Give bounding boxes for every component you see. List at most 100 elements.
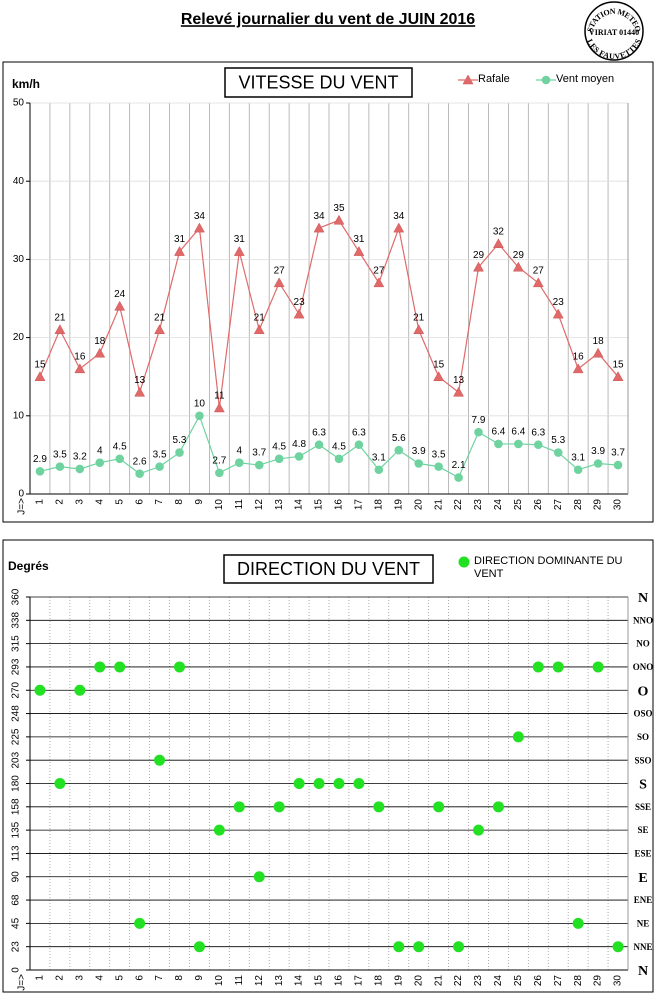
y-tick-label: 40 (13, 176, 25, 187)
marker-triangle (473, 261, 484, 272)
y-tick-label: 158 (11, 798, 22, 815)
x-tick-label: 15 (314, 499, 325, 511)
marker-dot (353, 778, 365, 789)
data-label: 21 (254, 312, 266, 323)
y-tick-label: 180 (11, 775, 22, 792)
marker-dot (95, 458, 105, 468)
marker-triangle (413, 324, 425, 335)
data-label: 34 (313, 211, 325, 222)
x-tick-label: 15 (314, 975, 325, 987)
y2-tick-label: O (638, 684, 649, 699)
x-tick-label: 14 (294, 499, 305, 511)
marker-triangle (114, 300, 126, 311)
marker-dot (492, 801, 504, 813)
x-tick-label: 4 (94, 499, 105, 505)
x-tick-label: 3 (74, 975, 85, 981)
marker-dot (394, 445, 404, 455)
data-label: 18 (94, 336, 106, 347)
data-label: 27 (373, 266, 385, 277)
x-tick-label: 13 (274, 975, 285, 987)
marker-dot (473, 824, 484, 836)
data-label: 3.1 (571, 452, 585, 463)
y-tick-label: 270 (11, 681, 22, 698)
data-label: 6.4 (491, 427, 505, 438)
y-tick-label: 248 (11, 705, 22, 722)
x-tick-label: 19 (393, 499, 404, 511)
legend-box: DIRECTION DOMINANTE DU VENT (474, 555, 623, 580)
x-tick-label: 16 (334, 975, 345, 987)
chart-title: VITESSE DU VENT (238, 72, 398, 92)
marker-dot (253, 871, 265, 883)
y2-tick-label: ONO (633, 662, 654, 672)
x-tick-label: 7 (154, 975, 165, 981)
x-tick-label: 3 (74, 499, 85, 505)
y2-tick-label: NNE (633, 942, 652, 952)
chart-frame (2, 539, 654, 993)
marker-triangle (532, 277, 544, 288)
x-tick-label: 18 (373, 975, 384, 987)
x-tick-label: 8 (174, 499, 185, 505)
marker-dot (572, 917, 584, 929)
x-tick-label: 21 (433, 975, 444, 987)
y-tick-label: 225 (11, 728, 22, 745)
marker-dot (115, 454, 124, 464)
marker-dot (474, 427, 483, 437)
marker-dot (293, 778, 305, 789)
data-label: 11 (214, 391, 225, 402)
legend-marker (458, 556, 470, 568)
x-tick-label: 29 (593, 975, 604, 987)
data-label: 15 (612, 359, 624, 370)
legend-box: Vent moyen (556, 73, 614, 85)
marker-dot (34, 684, 46, 696)
x-tick-label: 29 (593, 499, 604, 511)
x-tick-label: 25 (513, 975, 524, 987)
data-label: 24 (114, 289, 126, 300)
data-label: 6.4 (511, 427, 525, 438)
y2-tick-label: N (638, 964, 648, 979)
x-axis-label: J=> (17, 498, 28, 515)
data-label: 2.7 (212, 456, 226, 467)
y-tick-label: 68 (11, 894, 22, 906)
marker-dot (514, 439, 523, 449)
marker-dot (313, 778, 325, 789)
data-label: 23 (553, 297, 565, 308)
x-tick-label: 13 (274, 499, 285, 511)
marker-dot (294, 452, 304, 461)
data-label: 16 (74, 352, 86, 363)
x-tick-label: 23 (473, 499, 484, 511)
logo-bottom: LES FAUVETTES (585, 37, 643, 61)
x-tick-label: 2 (55, 499, 66, 505)
logo-center: VIRIAT 01440 (589, 28, 639, 37)
y2-tick-label: SSE (635, 802, 651, 812)
data-label: 5.3 (173, 435, 187, 446)
marker-triangle (373, 277, 385, 288)
data-label: 13 (134, 375, 146, 386)
data-label: 3.5 (53, 449, 67, 460)
x-tick-label: 27 (553, 975, 564, 987)
x-tick-label: 5 (114, 975, 125, 981)
data-label: 4.5 (332, 441, 346, 452)
marker-triangle (453, 386, 464, 397)
data-label: 6.3 (352, 427, 366, 438)
marker-dot (573, 465, 583, 475)
marker-triangle (572, 363, 584, 374)
marker-triangle (174, 246, 185, 256)
y-tick-label: 10 (13, 410, 25, 421)
marker-dot (215, 468, 224, 478)
marker-dot (593, 459, 603, 468)
x-tick-label: 12 (254, 975, 265, 987)
data-label: 3.2 (73, 452, 87, 463)
x-tick-label: 30 (613, 499, 624, 511)
data-label: 4 (97, 445, 103, 456)
y-tick-label: 30 (13, 254, 25, 265)
marker-dot (592, 661, 604, 673)
data-label: 7.9 (472, 415, 486, 426)
data-label: 31 (234, 234, 246, 245)
x-tick-label: 14 (294, 975, 305, 987)
marker-dot (612, 941, 624, 953)
y2-tick-label: ENE (634, 895, 653, 905)
title-box (223, 554, 434, 584)
y2-tick-label: N (638, 591, 648, 606)
marker-dot (433, 801, 445, 813)
